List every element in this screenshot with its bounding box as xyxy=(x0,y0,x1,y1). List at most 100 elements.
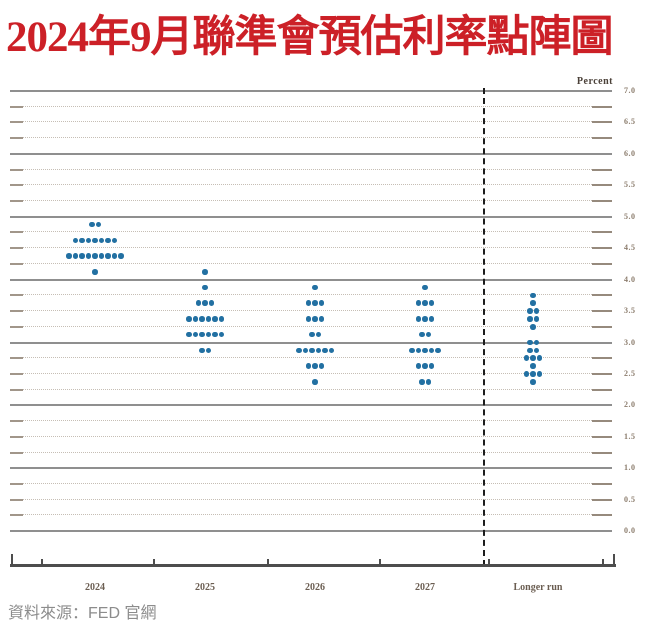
projection-dot xyxy=(195,300,202,306)
projection-dot xyxy=(105,237,111,244)
projection-dot xyxy=(315,331,321,338)
x-axis-tick xyxy=(488,558,490,567)
gridline-dotted xyxy=(23,105,592,107)
gridline-left-dash xyxy=(10,372,23,375)
projection-dot xyxy=(92,253,98,259)
x-tick-label: 2025 xyxy=(195,582,215,593)
x-axis-tick xyxy=(11,553,13,567)
longer-run-separator-line xyxy=(483,88,485,566)
projection-dot xyxy=(530,324,536,330)
projection-dot xyxy=(315,347,321,354)
projection-dot xyxy=(328,347,334,354)
y-tick-label: 7.0 xyxy=(624,86,636,95)
projection-dot xyxy=(419,379,425,385)
projection-dot xyxy=(425,379,431,385)
projection-dot xyxy=(309,331,315,338)
gridline-dotted xyxy=(23,121,592,123)
projection-dot xyxy=(428,347,435,354)
gridline-dotted xyxy=(23,451,592,453)
projection-dot xyxy=(533,347,539,354)
gridline-solid xyxy=(10,215,612,218)
gridline-dotted xyxy=(23,294,592,296)
gridline-dotted xyxy=(23,310,592,312)
projection-dot xyxy=(92,237,98,244)
y-tick-label: 5.0 xyxy=(624,211,636,221)
projection-dot xyxy=(435,347,441,354)
gridline-left-dash xyxy=(10,247,23,250)
projection-dot xyxy=(536,371,543,377)
projection-dot xyxy=(415,347,422,354)
gridline-right-dash xyxy=(592,168,612,171)
projection-dot xyxy=(422,363,428,369)
gridline-right-dash xyxy=(592,310,612,313)
gridline-left-dash xyxy=(10,200,23,203)
projection-dot xyxy=(105,253,111,259)
projection-dot xyxy=(312,300,318,306)
projection-dot xyxy=(218,316,224,322)
x-tick-label: Longer run xyxy=(513,582,563,593)
projection-dot xyxy=(312,363,318,369)
x-tick-label: 2027 xyxy=(415,582,435,593)
gridline-solid xyxy=(10,404,612,407)
gridline-left-dash xyxy=(10,325,23,328)
projection-dot xyxy=(523,371,530,377)
projection-dot xyxy=(428,363,435,369)
projection-dot xyxy=(118,253,124,259)
projection-dot xyxy=(199,331,205,338)
projection-dot xyxy=(205,347,211,354)
gridline-dotted xyxy=(23,498,592,500)
gridline-solid xyxy=(10,90,612,92)
projection-dot xyxy=(202,269,208,275)
projection-dot xyxy=(312,379,318,385)
y-tick-label: 6.0 xyxy=(624,148,636,158)
x-tick-label: 2024 xyxy=(85,582,105,593)
y-tick-label: 3.5 xyxy=(624,306,636,316)
projection-dot xyxy=(212,316,218,322)
gridline-left-dash xyxy=(10,121,23,124)
gridline-dotted xyxy=(23,514,592,516)
gridline-dotted xyxy=(23,435,592,437)
gridline-dotted xyxy=(23,231,592,233)
projection-dot xyxy=(111,237,118,244)
projection-dot xyxy=(302,347,308,354)
y-axis-unit-label: Percent xyxy=(576,76,613,87)
projection-dot xyxy=(72,237,79,244)
projection-dot xyxy=(111,253,118,259)
projection-dot xyxy=(85,253,92,259)
page-title: 2024年9月聯準會預估利率點陣圖 xyxy=(6,14,613,61)
projection-dot xyxy=(199,316,205,322)
projection-dot xyxy=(530,292,536,299)
gridline-right-dash xyxy=(592,420,612,423)
gridline-solid xyxy=(10,278,612,281)
gridline-dotted xyxy=(23,137,592,139)
projection-dot xyxy=(422,347,428,354)
y-tick-label: 4.0 xyxy=(624,274,636,284)
projection-dot xyxy=(212,331,218,338)
projection-dot xyxy=(527,347,533,354)
y-tick-label: 6.5 xyxy=(624,117,636,127)
projection-dot xyxy=(533,316,539,322)
gridline-left-dash xyxy=(10,168,23,171)
x-axis-line xyxy=(10,564,616,567)
projection-dot xyxy=(428,300,435,306)
projection-dot xyxy=(89,221,95,228)
projection-dot xyxy=(72,253,79,259)
gridline-dotted xyxy=(23,388,592,390)
projection-dot xyxy=(208,300,215,306)
gridline-solid xyxy=(10,530,612,533)
projection-dot xyxy=(92,269,98,275)
projection-dot xyxy=(186,331,192,338)
gridline-left-dash xyxy=(10,294,23,297)
projection-dot xyxy=(312,284,318,291)
x-axis-tick xyxy=(379,558,381,567)
projection-dot xyxy=(536,355,543,361)
projection-dot xyxy=(530,371,536,377)
gridline-right-dash xyxy=(592,451,612,454)
gridline-right-dash xyxy=(592,498,612,501)
gridline-left-dash xyxy=(10,388,23,391)
gridline-right-dash xyxy=(592,105,612,108)
projection-dot xyxy=(533,308,539,314)
gridline-right-dash xyxy=(592,247,612,250)
projection-dot xyxy=(192,331,198,338)
